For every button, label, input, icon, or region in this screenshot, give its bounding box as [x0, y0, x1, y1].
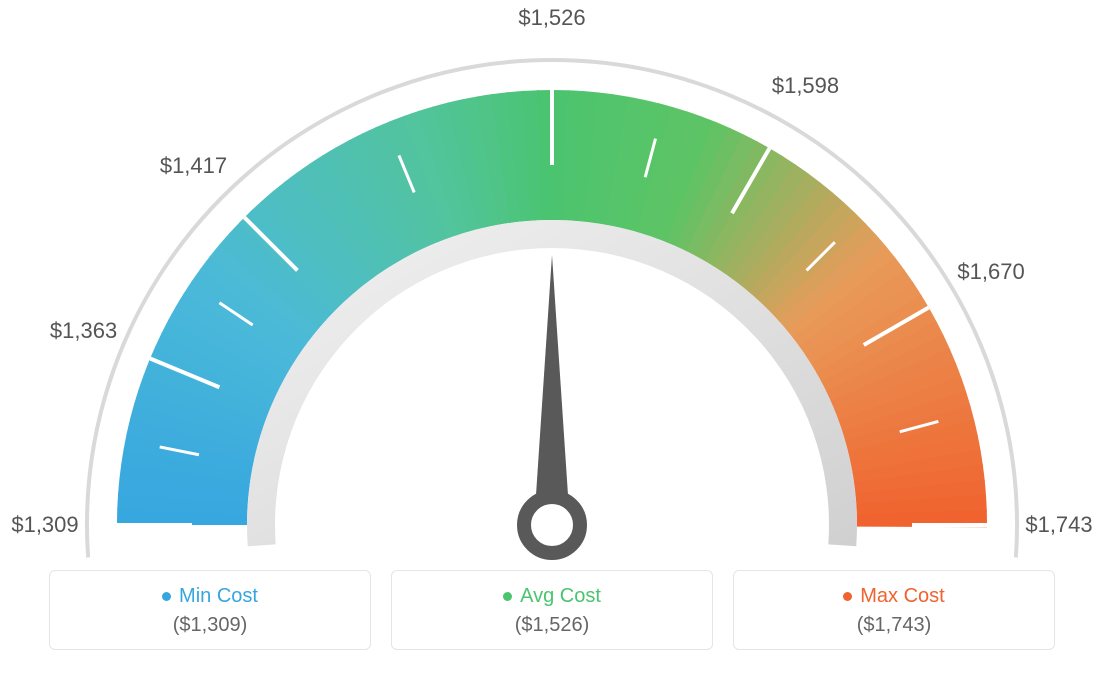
legend-avg-dot — [503, 592, 512, 601]
legend-avg-label: Avg Cost — [520, 585, 601, 607]
legend-min-label: Min Cost — [179, 585, 258, 607]
gauge-chart-container: $1,309$1,363$1,417$1,526$1,598$1,670$1,7… — [22, 20, 1082, 670]
tick-label: $1,417 — [160, 153, 227, 179]
tick-label: $1,670 — [957, 259, 1024, 285]
tick-label: $1,598 — [772, 73, 839, 99]
legend-min-value: ($1,309) — [50, 614, 370, 637]
tick-label: $1,309 — [11, 512, 78, 538]
legend-min-dot — [162, 592, 171, 601]
tick-label: $1,526 — [518, 5, 585, 31]
legend-avg-value: ($1,526) — [392, 614, 712, 637]
gauge-svg — [22, 20, 1082, 580]
legend-max-dot — [843, 592, 852, 601]
tick-label: $1,363 — [50, 318, 117, 344]
legend: Min Cost ($1,309) Avg Cost ($1,526) Max … — [49, 570, 1055, 650]
legend-max-value: ($1,743) — [734, 614, 1054, 637]
legend-avg-title: Avg Cost — [392, 585, 712, 608]
legend-max-label: Max Cost — [860, 585, 944, 607]
legend-min: Min Cost ($1,309) — [49, 570, 371, 650]
legend-min-title: Min Cost — [50, 585, 370, 608]
legend-max: Max Cost ($1,743) — [733, 570, 1055, 650]
legend-max-title: Max Cost — [734, 585, 1054, 608]
legend-avg: Avg Cost ($1,526) — [391, 570, 713, 650]
tick-label: $1,743 — [1025, 512, 1092, 538]
